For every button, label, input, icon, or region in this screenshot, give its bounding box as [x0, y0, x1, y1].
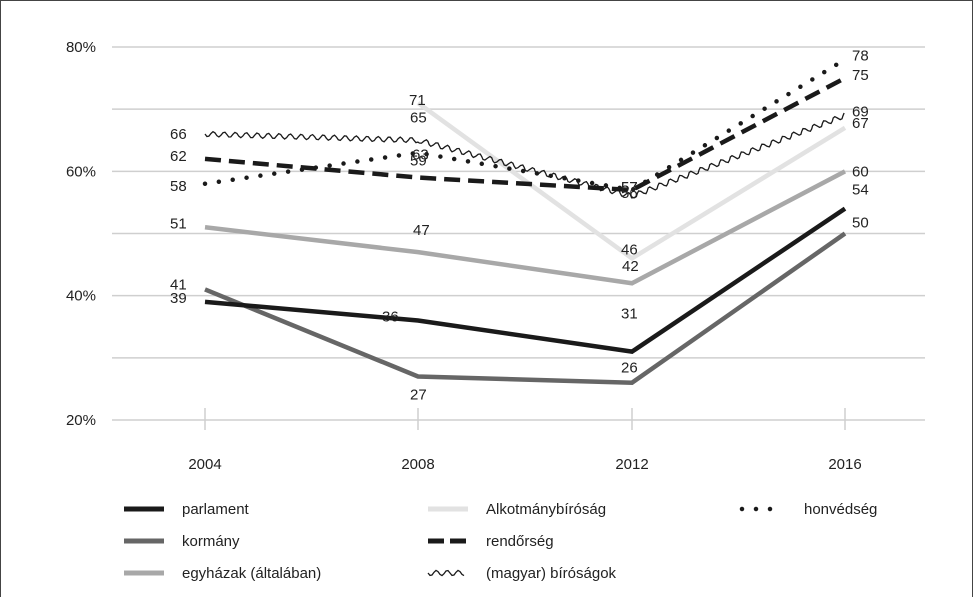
data-label: 50	[852, 215, 869, 232]
series-2-line	[204, 169, 847, 286]
data-label: 67	[852, 115, 869, 132]
legend-item: parlament	[124, 501, 250, 518]
data-label: 41	[170, 276, 187, 293]
data-label: 51	[170, 215, 187, 232]
legend-item: rendőrség	[428, 533, 554, 550]
data-label: 31	[621, 306, 638, 323]
data-label: 66	[170, 126, 187, 143]
x-tick-label: 2012	[615, 456, 648, 473]
data-label: 46	[621, 241, 638, 258]
legend-label: honvédség	[804, 501, 877, 518]
data-label: 69	[852, 103, 869, 120]
data-label: 65	[410, 109, 427, 126]
data-label: 54	[852, 182, 869, 199]
data-label: 62	[170, 148, 187, 165]
series-4-line	[204, 76, 847, 193]
legend-item: Alkotmánybíróság	[428, 501, 606, 518]
data-labels: 39 36 31 54 41 27 26 50 51 47 42 60 71 46 67 62 59 57 75 66…	[170, 47, 869, 403]
series-0-line	[204, 206, 847, 354]
data-label: 58	[170, 178, 187, 195]
series-5-line	[204, 112, 845, 199]
data-label: 60	[852, 163, 869, 180]
x-tick-label: 2016	[828, 456, 861, 473]
legend-label: (magyar) bíróságok	[486, 565, 617, 582]
series-6-line	[202, 57, 848, 193]
data-label: 42	[622, 258, 639, 275]
data-label: 57	[621, 179, 638, 196]
legend-label: parlament	[182, 501, 250, 518]
data-label: 56	[621, 185, 638, 202]
y-tick-label: 80%	[66, 39, 96, 56]
data-label: 75	[852, 67, 869, 84]
legend-label: kormány	[182, 533, 240, 550]
y-tick-label: 40%	[66, 288, 96, 305]
legend-swatch	[427, 569, 465, 577]
legend-label: egyházak (általában)	[182, 565, 321, 582]
data-label: 71	[409, 92, 426, 109]
data-label: 57	[621, 179, 638, 196]
legend-item: honvédség	[739, 501, 877, 518]
legend-item: egyházak (általában)	[124, 565, 321, 582]
y-axis-ticks: 20% 40% 60% 80%	[66, 39, 96, 429]
data-label: 59	[410, 153, 427, 170]
y-tick-label: 60%	[66, 163, 96, 180]
x-axis-ticks: 2004 2008 2012 2016	[188, 456, 861, 473]
legend-item: (magyar) bíróságok	[427, 565, 617, 582]
data-label: 63	[412, 147, 429, 164]
legend-label: rendőrség	[486, 533, 554, 550]
data-label: 47	[413, 222, 430, 239]
data-label: 39	[170, 290, 187, 307]
legend: parlament kormány egyházak (általában) Alko…	[124, 501, 877, 582]
x-tick-label: 2004	[188, 456, 221, 473]
series-3-line	[416, 101, 847, 262]
data-label: 78	[852, 47, 869, 64]
data-label: 26	[621, 360, 638, 377]
series-layer	[202, 57, 848, 385]
legend-item: kormány	[124, 533, 240, 550]
data-label: 27	[410, 386, 427, 403]
series-1-line	[204, 231, 847, 385]
y-tick-label: 20%	[66, 412, 96, 429]
data-label: 36	[382, 309, 399, 326]
legend-label: Alkotmánybíróság	[486, 501, 606, 518]
x-tick-label: 2008	[401, 456, 434, 473]
